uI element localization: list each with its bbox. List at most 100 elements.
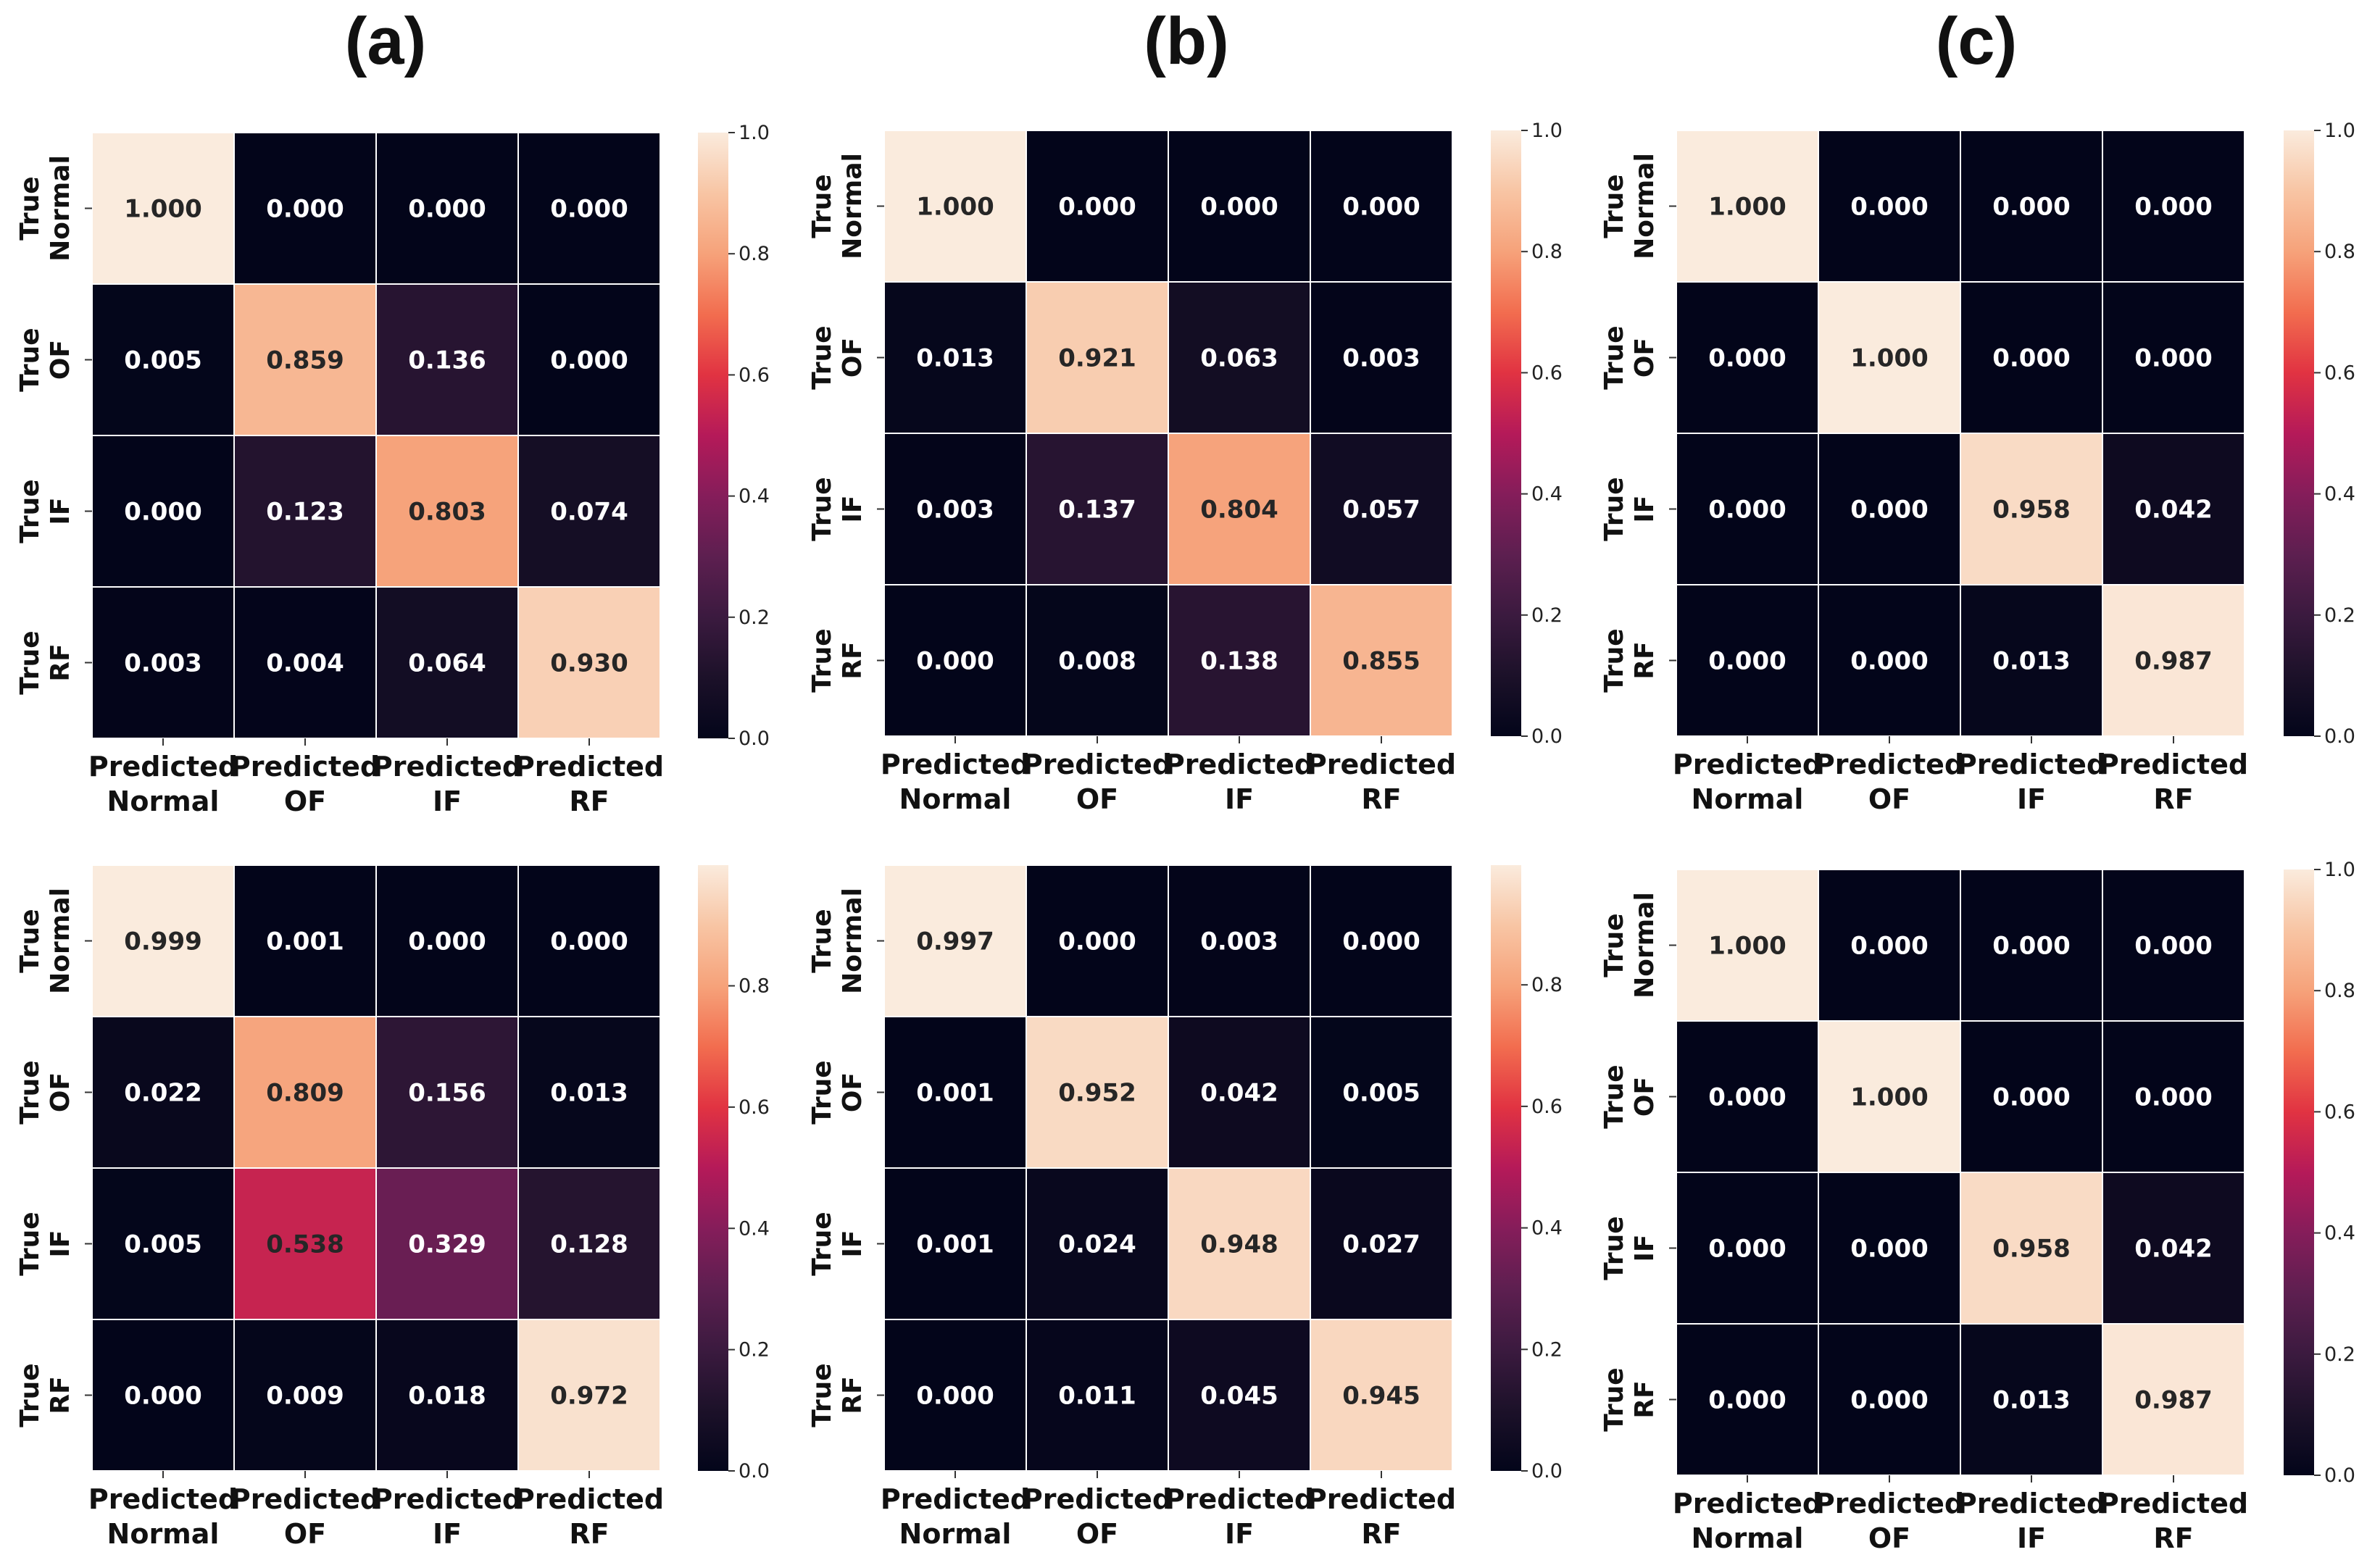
cell-value-label: 0.042 [2134,1235,2213,1264]
cell-value-label: 1.000 [916,193,994,222]
colorbar-tick-label: 0.0 [739,1460,770,1482]
y-tick-label: TrueOF [807,325,868,389]
cell-value-label: 0.156 [408,1079,486,1108]
heatmap-cell [1168,130,1311,283]
heatmap-cell [375,132,519,285]
y-tick-label: TrueNormal [15,155,75,262]
heatmap-top-a: 1.000 0.000 0.000 0.000 0.005 0.859 0.136 0.000… [15,122,770,817]
cell-value-label: 0.921 [1058,344,1136,373]
y-tick-label: TrueRF [1600,1367,1660,1431]
heatmap-cell [233,1016,377,1169]
cell-value-label: 0.000 [2134,344,2213,373]
heatmap-cell [1168,281,1311,434]
heatmap-cell [1818,433,1961,585]
cell-value-label: 0.008 [1058,647,1136,676]
cell-value-label: 0.000 [1992,344,2071,373]
cell-value-label: 0.000 [1850,1235,1929,1264]
cell-value-label: 0.987 [2134,647,2213,676]
cell-value-label: 0.024 [1058,1230,1136,1259]
y-tick-label: TrueOF [1600,1064,1660,1128]
cell-value-label: 0.000 [916,1382,994,1411]
heatmap-cell [375,1016,519,1169]
y-tick-label: TrueOF [15,328,75,391]
heatmap-cell [1676,1323,1819,1476]
y-tick-label: TrueIF [807,1212,868,1275]
heatmap-cell [1026,1167,1169,1320]
heatmap-cell [1168,433,1311,585]
heatmap-bottom-c: 1.000 0.000 0.000 0.000 0.000 1.000 0.000 0.000… [1600,859,2355,1554]
heatmap-cell [1026,1016,1169,1169]
colorbar [698,133,728,738]
colorbar-tick-label: 0.6 [2324,362,2355,384]
cell-value-label: 0.027 [1342,1230,1420,1259]
y-tick-label: TrueRF [15,630,75,694]
y-tick-label: TrueRF [807,1363,868,1427]
cell-value-label: 0.999 [124,927,202,956]
cell-value-label: 0.000 [1708,1235,1786,1264]
x-tick-label: Predicted IF [373,1483,522,1550]
x-tick-label: Predicted RF [515,751,664,817]
colorbar-tick-label: 0.0 [1531,1460,1563,1482]
colorbar [2284,870,2314,1475]
cell-value-label: 1.000 [1708,932,1786,961]
x-tick-label: Predicted Normal [881,748,1030,815]
cell-value-label: 0.000 [2134,1083,2213,1112]
cell-value-label: 0.013 [1992,647,2071,676]
cell-value-label: 0.538 [266,1230,344,1259]
heatmap-cell [375,586,519,739]
heatmap-cell [1310,130,1453,283]
heatmap-cell [1960,869,2103,1022]
cell-value-label: 0.022 [124,1079,202,1108]
cell-value-label: 0.000 [550,346,628,375]
colorbar-tick-label: 0.2 [1531,1338,1563,1361]
heatmap-cell [883,433,1027,585]
x-tick-label: Predicted Normal [881,1483,1030,1550]
cell-value-label: 0.000 [550,927,628,956]
heatmap-cell [517,1016,661,1169]
heatmap-cell [883,1319,1027,1472]
colorbar [2284,130,2314,736]
colorbar-tick-label: 1.0 [2324,859,2355,881]
x-tick-label: Predicted OF [1815,1488,1964,1554]
heatmap-cell [375,1319,519,1472]
cell-value-label: 0.000 [1708,344,1786,373]
y-tick-label: TrueIF [807,477,868,541]
cell-value-label: 0.013 [550,1079,628,1108]
heatmap-cell [233,283,377,436]
y-tick-label: TrueRF [807,628,868,692]
y-tick-label: TrueIF [1600,477,1660,541]
y-tick-label: TrueNormal [807,888,868,994]
cell-value-label: 0.000 [1850,496,1929,525]
x-tick-label: Predicted IF [1957,748,2106,815]
heatmap-cell [1310,433,1453,585]
colorbar-tick-label: 0.0 [2324,725,2355,748]
cell-value-label: 0.000 [1850,932,1929,961]
x-tick-label: Predicted RF [1307,748,1456,815]
x-tick-label: Predicted IF [1957,1488,2106,1554]
heatmap-cell [1026,130,1169,283]
cell-value-label: 1.000 [1850,1083,1929,1112]
heatmap-cell [1168,864,1311,1017]
colorbar-tick-label: 0.2 [739,1339,770,1361]
heatmap-cell [1818,1020,1961,1173]
y-tick-label: TrueRF [1600,628,1660,692]
colorbar-tick-label: 0.4 [739,1217,770,1240]
cell-value-label: 0.000 [1708,1386,1786,1415]
heatmap-cell [1676,1172,1819,1325]
colorbar [1491,130,1521,736]
cell-value-label: 0.803 [408,498,486,527]
colorbar-tick-label: 0.6 [1531,1096,1563,1118]
y-tick-label: TrueRF [15,1363,75,1427]
colorbar-tick-label: 0.8 [2324,980,2355,1002]
cell-value-label: 0.855 [1342,647,1420,676]
x-tick-label: Predicted Normal [1673,748,1822,815]
colorbar-tick-label: 0.6 [2324,1101,2355,1123]
heatmap-cell [1960,281,2103,434]
cell-value-label: 0.001 [916,1079,994,1108]
heatmap-cell [1960,1172,2103,1325]
cell-value-label: 0.001 [916,1230,994,1259]
heatmap-cell [91,1016,235,1169]
cell-value-label: 0.804 [1200,496,1278,525]
cell-value-label: 0.138 [1200,647,1278,676]
